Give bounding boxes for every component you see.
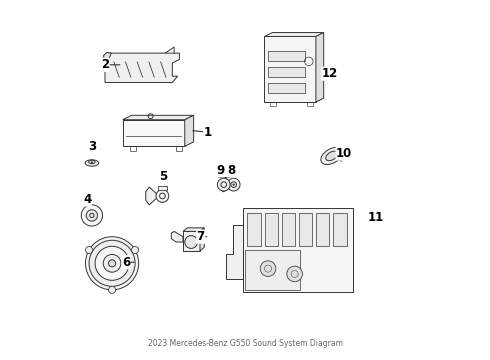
Bar: [307, 102, 314, 106]
Circle shape: [89, 240, 135, 286]
Circle shape: [156, 190, 169, 202]
Circle shape: [85, 237, 139, 290]
Bar: [265, 212, 278, 246]
Polygon shape: [265, 32, 324, 36]
Bar: [243, 208, 353, 292]
Bar: [268, 51, 305, 61]
Ellipse shape: [91, 216, 98, 224]
Ellipse shape: [83, 212, 91, 219]
Text: 4: 4: [83, 193, 92, 206]
Polygon shape: [316, 32, 324, 102]
Text: 10: 10: [336, 147, 352, 160]
Text: 5: 5: [159, 170, 168, 183]
Polygon shape: [172, 231, 183, 242]
Text: 7: 7: [196, 230, 205, 243]
Circle shape: [260, 261, 276, 276]
Bar: [158, 186, 167, 190]
Bar: [268, 67, 305, 77]
Circle shape: [227, 178, 240, 191]
Bar: [333, 212, 346, 246]
Ellipse shape: [86, 207, 93, 215]
Ellipse shape: [93, 212, 101, 219]
Circle shape: [95, 246, 129, 280]
Bar: [122, 120, 185, 146]
Text: 11: 11: [368, 211, 384, 224]
Circle shape: [218, 178, 230, 191]
Bar: [176, 146, 182, 150]
Ellipse shape: [326, 151, 338, 161]
Text: 3: 3: [88, 140, 96, 153]
Polygon shape: [146, 187, 157, 205]
Ellipse shape: [91, 207, 98, 215]
Bar: [130, 146, 136, 150]
Bar: [270, 102, 276, 106]
Bar: [245, 250, 300, 290]
Circle shape: [109, 260, 116, 267]
Circle shape: [103, 63, 109, 68]
Ellipse shape: [321, 147, 343, 165]
Text: 12: 12: [322, 67, 338, 80]
Polygon shape: [185, 115, 194, 146]
Circle shape: [103, 255, 121, 272]
Text: 1: 1: [204, 126, 212, 139]
Text: 8: 8: [227, 164, 236, 177]
Circle shape: [287, 266, 302, 282]
Circle shape: [109, 286, 116, 293]
Bar: [282, 212, 295, 246]
Bar: [247, 212, 261, 246]
Polygon shape: [183, 228, 204, 231]
Circle shape: [233, 184, 235, 186]
Bar: [299, 212, 312, 246]
Circle shape: [185, 236, 197, 248]
Polygon shape: [122, 115, 194, 120]
Circle shape: [91, 161, 93, 163]
Circle shape: [86, 210, 98, 221]
Polygon shape: [103, 53, 111, 63]
Text: 9: 9: [216, 164, 224, 177]
Circle shape: [81, 205, 102, 226]
Circle shape: [231, 182, 237, 188]
Circle shape: [131, 247, 139, 253]
Text: 2: 2: [101, 58, 109, 71]
Text: 6: 6: [122, 256, 130, 269]
Bar: [265, 36, 316, 102]
Bar: [316, 212, 329, 246]
Ellipse shape: [86, 216, 93, 224]
Circle shape: [86, 247, 93, 253]
Bar: [183, 231, 200, 251]
Polygon shape: [225, 225, 243, 279]
Polygon shape: [105, 53, 179, 82]
Polygon shape: [200, 228, 204, 251]
Text: 2023 Mercedes-Benz G550 Sound System Diagram: 2023 Mercedes-Benz G550 Sound System Dia…: [147, 339, 343, 348]
Ellipse shape: [85, 160, 98, 166]
Bar: [268, 82, 305, 93]
